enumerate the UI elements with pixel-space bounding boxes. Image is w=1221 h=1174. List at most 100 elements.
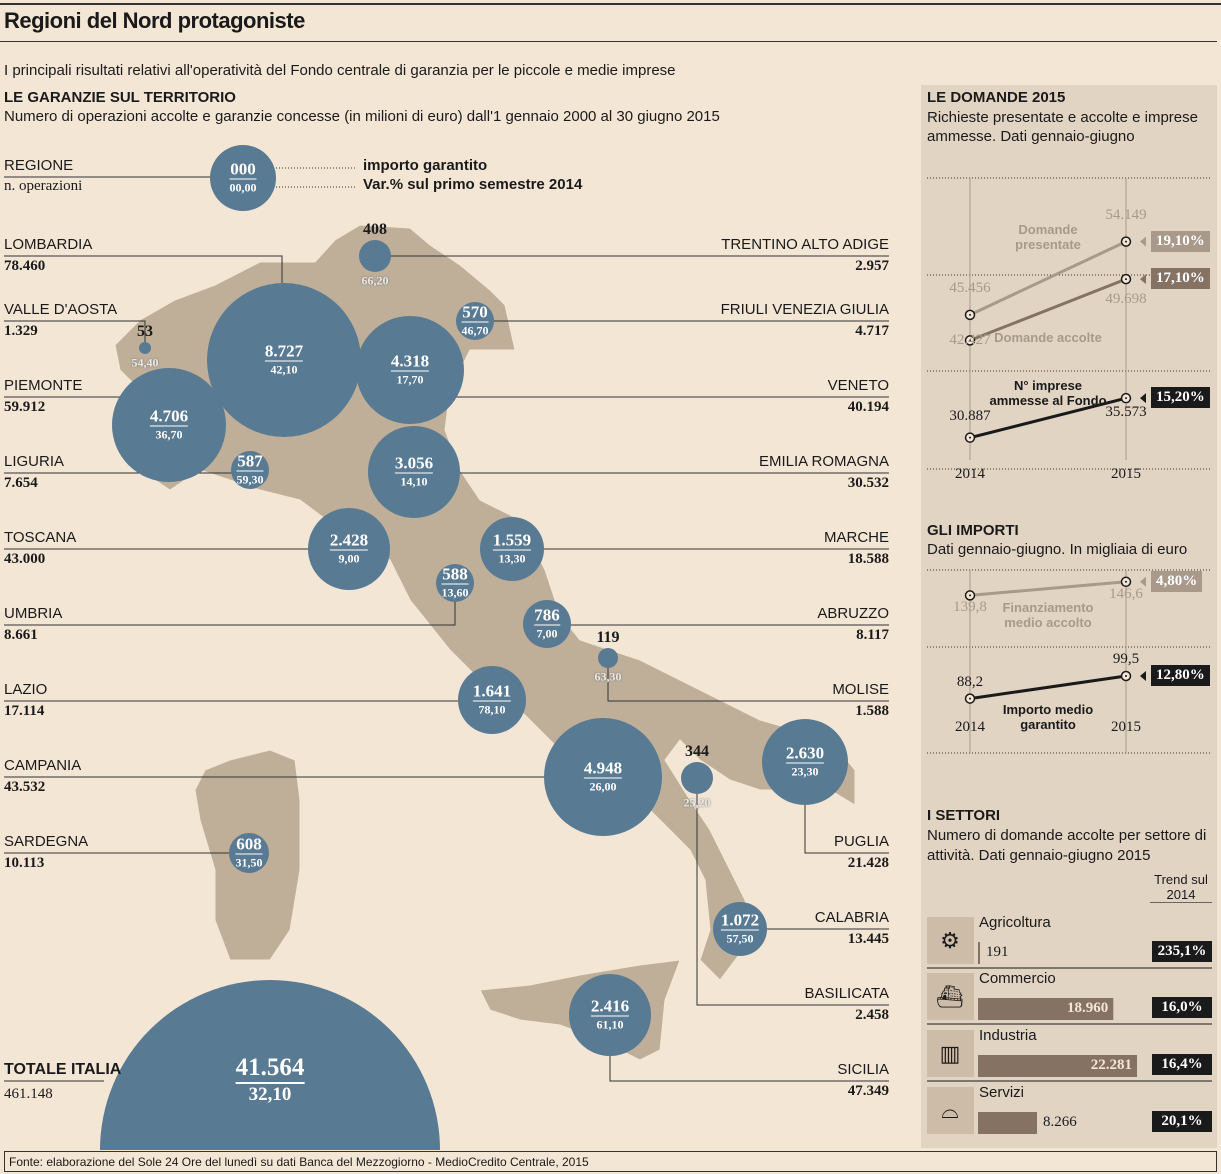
bubble-text: 608 31,50 (235, 834, 263, 871)
bubble-sicilia (569, 974, 651, 1056)
data-label: 99,5 (1112, 651, 1140, 667)
region-operations: 21.428 (847, 855, 889, 871)
legend-region-label: REGIONE (4, 157, 74, 174)
bubble-text: 4.948 26,00 (583, 758, 623, 795)
bubble-amount: 344 (685, 743, 709, 760)
region-name: TOSCANA (4, 529, 77, 546)
page-title: Regioni del Nord protagoniste (4, 8, 305, 33)
total-bubble-text: 41.564 32,10 (235, 1054, 305, 1106)
bubble-amount: 8.727 (264, 341, 304, 362)
bubble-text: 4.318 17,70 (390, 352, 430, 388)
series-line (969, 277, 1127, 342)
sector-bar (978, 1055, 1137, 1077)
region-operations: 1.329 (4, 323, 38, 339)
bubble-amount: 408 (363, 221, 387, 238)
bubble-amount: 1.641 (472, 681, 512, 702)
bubble-var: 61,10 (596, 1017, 624, 1032)
change-badge: 4,80% (1151, 570, 1203, 592)
sector-name: Industria (979, 1027, 1037, 1044)
sector-bar (978, 998, 1114, 1020)
map-description: Numero di operazioni accolte e garanzie … (4, 108, 720, 125)
bubble-amount: 2.428 (329, 530, 369, 551)
legend-bubble-top: 000 (229, 159, 257, 180)
italy-map (4, 145, 889, 1150)
badge-pointer (1140, 576, 1146, 587)
bubble-var: 25,20 (683, 795, 711, 810)
bubble-amount: 4.706 (149, 406, 189, 427)
bubble-puglia (762, 719, 848, 805)
bubble-var: 78,10 (478, 702, 506, 717)
change-badge: 12,80% (1151, 665, 1210, 686)
region-operations: 2.957 (855, 258, 889, 274)
series-line (969, 396, 1127, 440)
bubble-var: 17,70 (396, 372, 424, 387)
data-label: 45.456 (949, 279, 991, 296)
data-point-dot (1125, 397, 1127, 400)
bubble-amount: 786 (534, 605, 560, 626)
leader-line (696, 794, 889, 1006)
bubble-amount: 4.948 (583, 758, 623, 779)
bubble-amount: 3.056 (394, 453, 434, 474)
region-operations: 18.588 (847, 551, 889, 567)
series-line (969, 580, 1127, 597)
bubble-marche (480, 517, 544, 581)
leader-line (609, 1056, 889, 1082)
change-badge: 15,20% (1151, 387, 1210, 409)
bubble-campania (544, 718, 662, 836)
bubble-var: 63,30 (594, 669, 622, 684)
bubble-text: 2.416 61,10 (590, 996, 630, 1033)
bubble-var: 13,60 (441, 585, 469, 600)
ship-icon-glyph: ⛴ (936, 984, 964, 1009)
bubble-amount: 587 (236, 451, 264, 472)
leader-line (4, 320, 146, 342)
region-operations: 47.349 (847, 1083, 889, 1099)
series-name: Importo medio garantito (1002, 702, 1094, 732)
series-name: Domande accolte (994, 330, 1102, 345)
region-name: ABRUZZO (817, 605, 889, 622)
bubble-text: 587 59,30 (236, 451, 264, 488)
bubble-amount: 570 (461, 302, 489, 323)
region-name: VENETO (827, 377, 889, 394)
bubble-text: 4.706 36,70 (149, 406, 189, 443)
top-rule (0, 3, 1221, 5)
tray-icon (927, 1087, 974, 1134)
bubble-liguria (231, 451, 269, 489)
region-name: VALLE D'AOSTA (4, 301, 118, 318)
bubble-amount: 608 (235, 834, 263, 855)
sector-value: 191 (986, 944, 1009, 960)
bubble-var: 57,50 (726, 931, 754, 946)
data-point-dot (969, 594, 971, 597)
change-badge: 17,10% (1151, 268, 1210, 290)
bubble-umbria (436, 564, 474, 602)
sector-bar (978, 942, 980, 964)
region-name: PIEMONTE (4, 377, 83, 394)
bubble-text: 786 7,00 (534, 605, 560, 642)
region-operations: 43.532 (4, 779, 46, 795)
series-name: N° imprese ammesse al Fondo (989, 378, 1107, 408)
region-name: CAMPANIA (4, 757, 82, 774)
bubble-var: 26,00 (589, 779, 617, 794)
badge-pointer (1140, 236, 1146, 247)
region-name: LOMBARDIA (4, 236, 93, 253)
badge-pointer (1140, 393, 1146, 404)
data-point-dot (1125, 675, 1127, 677)
bubble-toscana (308, 508, 390, 590)
sector-name: Agricoltura (979, 914, 1051, 931)
bubble-piemonte (112, 368, 226, 482)
bubble-amount: 2.416 (590, 996, 630, 1017)
data-point-dot (1125, 580, 1127, 583)
data-label: 49.698 (1105, 291, 1147, 308)
bubble-basilicata (681, 762, 713, 794)
series-line (969, 674, 1127, 701)
data-point-dot (969, 436, 971, 439)
chart2-title: GLI IMPORTI (927, 522, 1019, 539)
bubble-amount: 588 (441, 564, 469, 585)
legend-bubble (210, 145, 276, 211)
region-name: PUGLIA (833, 833, 889, 850)
bubble-text: 1.072 57,50 (720, 911, 760, 947)
region-name: SARDEGNA (4, 833, 89, 850)
sector-name: Commercio (979, 970, 1056, 987)
trend-badge: 20,1% (1152, 1111, 1212, 1132)
bubble-var: 66,20 (361, 273, 389, 288)
bubble-total (100, 980, 440, 1150)
